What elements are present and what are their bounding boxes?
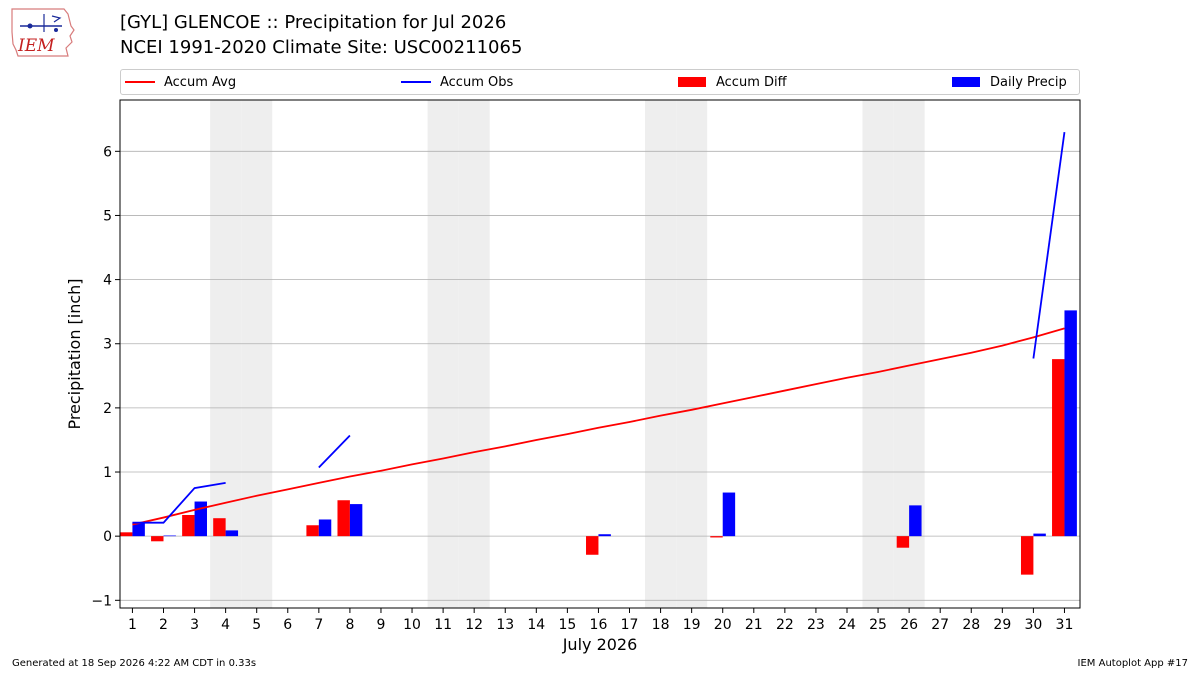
bar-accum-diff: [213, 518, 226, 537]
legend-label-accum-avg: Accum Avg: [164, 74, 237, 90]
y-tick-label: −1: [91, 593, 112, 609]
bar-daily-precip: [722, 492, 736, 537]
weekend-band: [241, 100, 273, 608]
bar-accum-diff: [586, 536, 599, 555]
bar-daily-precip: [909, 505, 922, 537]
x-tick-label: 4: [221, 617, 230, 633]
x-tick-label: 17: [621, 617, 639, 633]
bar-daily-precip: [194, 501, 207, 537]
footer-app: IEM Autoplot App #17: [1077, 658, 1188, 669]
x-tick-label: 12: [465, 617, 483, 633]
x-tick-label: 19: [683, 617, 701, 633]
bar-accum-diff: [896, 536, 910, 548]
y-tick-label: 2: [103, 401, 112, 417]
footer-generated: Generated at 18 Sep 2026 4:22 AM CDT in …: [12, 658, 257, 669]
bar-daily-precip: [349, 504, 363, 537]
x-tick-label: 29: [993, 617, 1011, 633]
y-tick-label: 3: [103, 337, 112, 353]
weekend-band: [458, 100, 490, 608]
x-tick-label: 24: [838, 617, 856, 633]
y-tick-label: 5: [103, 208, 112, 224]
x-tick-label: 15: [558, 617, 576, 633]
chart-title: [GYL] GLENCOE :: Precipitation for Jul 2…: [120, 12, 507, 33]
legend-item-accum-diff: Accum Diff: [678, 70, 787, 94]
bar-accum-diff: [710, 536, 723, 538]
x-tick-label: 8: [345, 617, 354, 633]
bar-accum-diff: [182, 514, 195, 537]
bar-daily-precip: [318, 519, 332, 537]
iem-logo: IEM: [8, 6, 80, 58]
x-tick-label: 5: [252, 617, 261, 633]
bar-daily-precip: [598, 534, 611, 537]
legend-item-daily-precip: Daily Precip: [952, 70, 1067, 94]
bar-accum-diff: [337, 500, 350, 537]
legend-swatch-accum-obs: [401, 81, 431, 83]
bar-daily-precip: [1064, 310, 1077, 537]
bar-daily-precip: [1033, 533, 1046, 537]
x-tick-label: 26: [900, 617, 918, 633]
bar-daily-precip: [225, 530, 239, 537]
bar-accum-diff: [151, 536, 164, 542]
line-accum-obs: [1032, 131, 1066, 359]
x-tick-label: 31: [1056, 617, 1074, 633]
x-tick-label: 6: [283, 617, 292, 633]
weekend-band: [645, 100, 677, 608]
x-tick-label: 11: [434, 617, 452, 633]
y-axis-label: Precipitation [inch]: [65, 278, 84, 429]
x-tick-label: 2: [159, 617, 168, 633]
y-tick-label: 0: [103, 529, 112, 545]
legend-swatch-accum-diff: [678, 77, 706, 87]
iem-logo-text: IEM: [17, 36, 55, 56]
y-tick-label: 4: [103, 273, 112, 289]
plot-frame: [119, 99, 1081, 609]
bar-accum-diff: [1052, 359, 1065, 537]
x-tick-label: 23: [807, 617, 825, 633]
bar-daily-precip: [132, 522, 145, 537]
line-accum-obs: [132, 482, 226, 524]
x-tick-label: 30: [1024, 617, 1042, 633]
legend-label-accum-obs: Accum Obs: [440, 74, 514, 90]
x-tick-label: 3: [190, 617, 199, 633]
legend-item-accum-obs: Accum Obs: [401, 70, 513, 94]
legend: Accum Avg Accum Obs Accum Diff Daily Pre…: [120, 69, 1080, 95]
y-tick-label: 6: [103, 144, 112, 160]
bar-accum-diff: [1020, 536, 1034, 575]
line-accum-avg: [132, 327, 1065, 526]
legend-swatch-accum-avg: [125, 81, 155, 83]
x-tick-label: 25: [869, 617, 887, 633]
x-tick-label: 13: [496, 617, 514, 633]
x-tick-label: 10: [403, 617, 421, 633]
line-accum-obs: [318, 434, 351, 469]
legend-label-daily-precip: Daily Precip: [990, 74, 1067, 90]
y-tick-label: 1: [103, 465, 112, 481]
legend-label-accum-diff: Accum Diff: [716, 74, 787, 90]
weekend-band: [862, 100, 894, 608]
bar-accum-diff: [306, 525, 319, 537]
weekend-band: [676, 100, 708, 608]
x-tick-label: 27: [931, 617, 949, 633]
bar-accum-diff: [120, 532, 133, 537]
legend-item-accum-avg: Accum Avg: [125, 70, 236, 94]
x-axis-label: July 2026: [562, 635, 638, 654]
x-tick-label: 7: [314, 617, 323, 633]
x-tick-label: 28: [962, 617, 980, 633]
x-tick-label: 14: [527, 617, 545, 633]
x-tick-label: 20: [714, 617, 732, 633]
x-tick-label: 18: [652, 617, 670, 633]
x-tick-label: 22: [776, 617, 794, 633]
x-tick-label: 21: [745, 617, 763, 633]
x-tick-label: 9: [377, 617, 386, 633]
chart-subtitle: NCEI 1991-2020 Climate Site: USC00211065: [120, 37, 523, 58]
x-tick-label: 16: [590, 617, 608, 633]
weekend-band: [427, 100, 459, 608]
x-tick-label: 1: [128, 617, 137, 633]
legend-swatch-daily-precip: [952, 77, 980, 87]
bar-daily-precip: [163, 535, 176, 537]
